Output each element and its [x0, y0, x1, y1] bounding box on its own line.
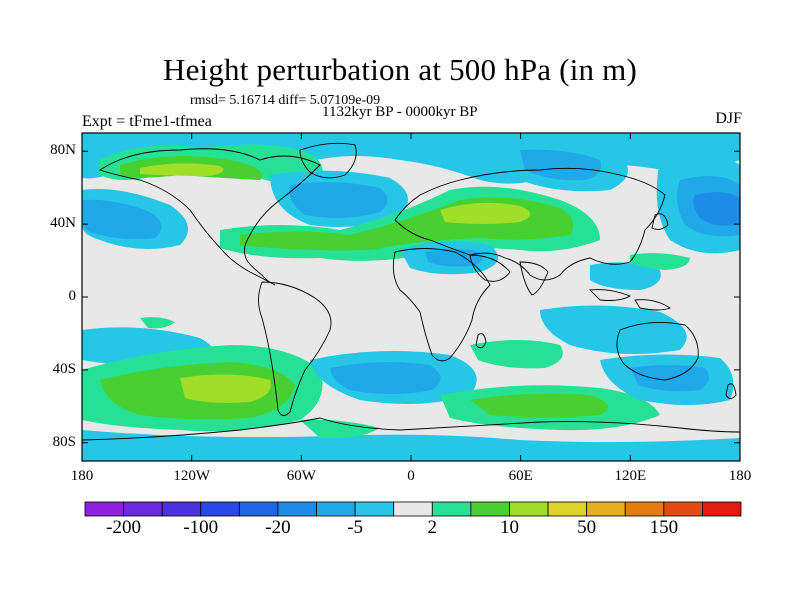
lon-label: 180 [728, 468, 752, 484]
anomaly-region [300, 419, 380, 439]
lat-label: 80N [50, 142, 76, 159]
colorbar-label: 10 [499, 517, 519, 538]
anomaly-region [440, 202, 530, 224]
anomaly-region [82, 430, 740, 461]
colorbar-swatch [123, 501, 163, 517]
colorbar-label: 150 [649, 517, 679, 538]
anomaly-region [289, 182, 388, 218]
anomaly-region [630, 365, 709, 392]
anomaly-region [470, 393, 608, 418]
colorbar-swatch [509, 501, 549, 517]
anomaly-region [540, 305, 687, 354]
lat-label: 0 [68, 288, 77, 304]
colorbar-label: -200 [106, 517, 141, 538]
anomaly-region [180, 374, 271, 403]
colorbar-swatch [238, 501, 279, 517]
colorbar-swatch [393, 501, 433, 517]
colorbar-swatch [161, 501, 202, 517]
lat-label: 40N [50, 215, 76, 232]
colorbar-swatch [431, 501, 472, 517]
colorbar-label: -20 [265, 517, 291, 538]
colorbar [84, 501, 742, 517]
colorbar-swatch [624, 501, 665, 517]
anomaly-region [470, 340, 563, 369]
colorbar-label: -5 [347, 517, 364, 538]
stats-text: rmsd= 5.16714 diff= 5.07109e-09 [190, 93, 381, 108]
lon-label: 60E [508, 468, 533, 484]
anomaly-region [693, 192, 740, 226]
colorbar-swatch [316, 501, 356, 517]
colorbar-swatch [547, 501, 588, 517]
experiment-label: Expt = tFme1-tfmea [82, 113, 212, 130]
plot-title: Height perturbation at 500 hPa (in m) [162, 52, 638, 87]
colorbar-swatch [354, 501, 395, 517]
colorbar-label: 50 [577, 517, 597, 538]
lon-label: 180 [70, 468, 94, 484]
anomaly-region [425, 249, 483, 267]
anomaly-region [520, 149, 601, 181]
anomaly-region [630, 253, 690, 270]
anomaly-region [82, 199, 162, 240]
lon-label: 60W [286, 468, 316, 484]
period-text: 1132kyr BP - 0000kyr BP [322, 104, 478, 120]
colorbar-label: 2 [427, 517, 438, 538]
lat-label: 40S [52, 360, 76, 377]
colorbar-swatch [586, 501, 626, 517]
colorbar-swatch [277, 501, 317, 517]
lon-label: 120E [614, 468, 647, 484]
lat-label: 80S [52, 433, 76, 450]
colorbar-swatch [470, 501, 510, 517]
colorbar-swatch [200, 501, 240, 517]
anomaly-region [140, 317, 175, 329]
colorbar-label: -100 [183, 517, 219, 538]
colorbar-swatch [84, 501, 124, 517]
axis-ticks [81, 133, 741, 461]
colorbar-swatch [663, 501, 703, 517]
lon-label: 0 [407, 468, 415, 484]
anomaly-region [590, 262, 661, 290]
season-label: DJF [715, 110, 742, 127]
anomaly-region [330, 362, 441, 394]
colorbar-swatch [702, 501, 742, 517]
anomaly-field [82, 133, 740, 461]
lon-label: 120W [173, 468, 210, 484]
anomaly-region [140, 163, 224, 176]
coastlines [82, 142, 740, 441]
